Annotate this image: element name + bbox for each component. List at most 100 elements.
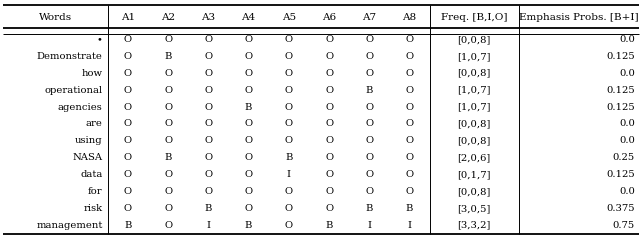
Text: [0,0,8]: [0,0,8]	[458, 69, 491, 78]
Text: O: O	[124, 52, 132, 61]
Text: O: O	[285, 52, 293, 61]
Text: O: O	[164, 136, 172, 145]
Text: A4: A4	[241, 13, 255, 22]
Text: O: O	[325, 136, 333, 145]
Text: O: O	[285, 35, 293, 44]
Text: O: O	[204, 136, 212, 145]
Text: O: O	[204, 187, 212, 196]
Text: O: O	[124, 69, 132, 78]
Text: O: O	[406, 86, 413, 95]
Text: [1,0,7]: [1,0,7]	[458, 52, 491, 61]
Text: 0.375: 0.375	[606, 204, 635, 213]
Text: O: O	[365, 69, 373, 78]
Text: [0,0,8]: [0,0,8]	[458, 136, 491, 145]
Text: [0,0,8]: [0,0,8]	[458, 35, 491, 44]
Text: 0.0: 0.0	[619, 136, 635, 145]
Text: O: O	[204, 153, 212, 162]
Text: how: how	[82, 69, 102, 78]
Text: B: B	[365, 86, 373, 95]
Text: 0.0: 0.0	[619, 187, 635, 196]
Text: O: O	[365, 52, 373, 61]
Text: O: O	[124, 187, 132, 196]
Text: O: O	[164, 204, 172, 213]
Text: O: O	[204, 86, 212, 95]
Text: I: I	[367, 221, 371, 230]
Text: NASA: NASA	[72, 153, 102, 162]
Text: O: O	[406, 119, 413, 128]
Text: O: O	[365, 136, 373, 145]
Text: O: O	[204, 102, 212, 112]
Text: O: O	[325, 119, 333, 128]
Text: O: O	[325, 52, 333, 61]
Text: I: I	[206, 221, 211, 230]
Text: O: O	[204, 69, 212, 78]
Text: O: O	[325, 187, 333, 196]
Text: O: O	[406, 52, 413, 61]
Text: O: O	[244, 153, 253, 162]
Text: 0.125: 0.125	[606, 102, 635, 112]
Text: O: O	[285, 102, 293, 112]
Text: operational: operational	[45, 86, 102, 95]
Text: A6: A6	[322, 13, 336, 22]
Text: O: O	[124, 136, 132, 145]
Text: O: O	[365, 153, 373, 162]
Text: B: B	[205, 204, 212, 213]
Text: using: using	[75, 136, 102, 145]
Text: Emphasis Probs. [B+I]: Emphasis Probs. [B+I]	[519, 13, 639, 22]
Text: O: O	[365, 119, 373, 128]
Text: O: O	[244, 136, 253, 145]
Text: O: O	[124, 102, 132, 112]
Text: B: B	[406, 204, 413, 213]
Text: O: O	[406, 136, 413, 145]
Text: O: O	[406, 102, 413, 112]
Text: B: B	[365, 204, 373, 213]
Text: O: O	[285, 136, 293, 145]
Text: O: O	[325, 170, 333, 179]
Text: B: B	[285, 153, 292, 162]
Text: O: O	[325, 86, 333, 95]
Text: O: O	[365, 35, 373, 44]
Text: [0,1,7]: [0,1,7]	[458, 170, 491, 179]
Text: O: O	[365, 102, 373, 112]
Text: O: O	[285, 187, 293, 196]
Text: B: B	[325, 221, 333, 230]
Text: [0,0,8]: [0,0,8]	[458, 187, 491, 196]
Text: O: O	[124, 170, 132, 179]
Text: risk: risk	[83, 204, 102, 213]
Text: [3,0,5]: [3,0,5]	[458, 204, 491, 213]
Text: 0.0: 0.0	[619, 35, 635, 44]
Text: A3: A3	[201, 13, 216, 22]
Text: O: O	[244, 187, 253, 196]
Text: Freq. [B,I,O]: Freq. [B,I,O]	[441, 13, 508, 22]
Text: A7: A7	[362, 13, 376, 22]
Text: O: O	[244, 170, 253, 179]
Text: •: •	[97, 35, 102, 44]
Text: O: O	[164, 69, 172, 78]
Text: 0.25: 0.25	[612, 153, 635, 162]
Text: O: O	[164, 170, 172, 179]
Text: O: O	[406, 69, 413, 78]
Text: O: O	[244, 69, 253, 78]
Text: O: O	[285, 119, 293, 128]
Text: O: O	[285, 69, 293, 78]
Text: B: B	[164, 153, 172, 162]
Text: O: O	[244, 52, 253, 61]
Text: A8: A8	[403, 13, 417, 22]
Text: O: O	[365, 170, 373, 179]
Text: B: B	[245, 221, 252, 230]
Text: A2: A2	[161, 13, 175, 22]
Text: O: O	[124, 86, 132, 95]
Text: O: O	[285, 204, 293, 213]
Text: O: O	[164, 102, 172, 112]
Text: management: management	[36, 221, 102, 230]
Text: 0.125: 0.125	[606, 170, 635, 179]
Text: 0.0: 0.0	[619, 119, 635, 128]
Text: O: O	[164, 221, 172, 230]
Text: O: O	[406, 170, 413, 179]
Text: [0,0,8]: [0,0,8]	[458, 119, 491, 128]
Text: [1,0,7]: [1,0,7]	[458, 86, 491, 95]
Text: O: O	[124, 119, 132, 128]
Text: A5: A5	[282, 13, 296, 22]
Text: Demonstrate: Demonstrate	[36, 52, 102, 61]
Text: O: O	[406, 187, 413, 196]
